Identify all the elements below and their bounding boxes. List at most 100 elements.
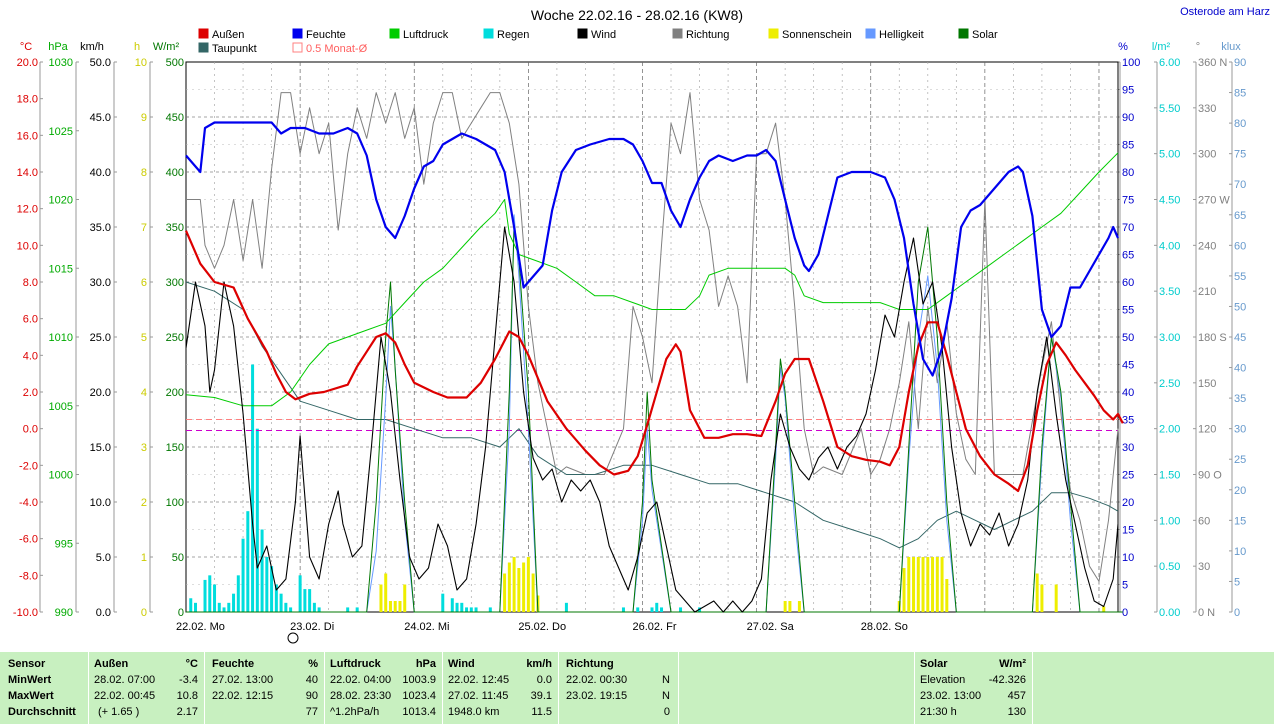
scroll-marker-icon[interactable] bbox=[287, 632, 299, 644]
tick-label-rain: 5.00 bbox=[1159, 149, 1180, 161]
richtung-max-time: 23.02. 19:15 bbox=[566, 690, 628, 702]
bar-regen bbox=[194, 602, 198, 612]
tick-label-rain: 3.00 bbox=[1159, 332, 1180, 344]
bar-regen bbox=[308, 589, 312, 612]
legend-label: Helligkeit bbox=[879, 29, 924, 41]
tick-label-temp: 10.0 bbox=[17, 240, 38, 252]
tick-label-lux: 70 bbox=[1234, 179, 1246, 191]
legend-label: Feuchte bbox=[306, 29, 346, 41]
tick-label-sunh: 5 bbox=[141, 332, 147, 344]
tick-label-sunh: 0 bbox=[141, 607, 147, 619]
tick-label-solar: 450 bbox=[166, 112, 184, 124]
bar-sonnenschein bbox=[902, 568, 906, 612]
series-line-richtung bbox=[186, 92, 1119, 582]
tick-label-temp: -8.0 bbox=[19, 570, 38, 582]
wind-min-time: 22.02. 12:45 bbox=[448, 674, 510, 686]
tick-label-hum: 80 bbox=[1122, 167, 1134, 179]
stats-divider bbox=[324, 652, 325, 724]
tick-label-lux: 45 bbox=[1234, 332, 1246, 344]
tick-label-sunh: 8 bbox=[141, 167, 147, 179]
luftdruck-max-value: 1023.4 bbox=[402, 690, 436, 702]
tick-label-hum: 95 bbox=[1122, 85, 1134, 97]
location-label: Osterode am Harz bbox=[1180, 6, 1270, 18]
stats-divider bbox=[88, 652, 89, 724]
tick-label-hum: 60 bbox=[1122, 277, 1134, 289]
legend-label: Taupunkt bbox=[212, 43, 257, 55]
tick-label-temp: -10.0 bbox=[13, 607, 38, 619]
legend-swatch bbox=[865, 28, 876, 39]
chart-legend: Außen Feuchte Luftdruck Regen Wind Richtung So… bbox=[198, 28, 998, 55]
solar-unit: W/m² bbox=[999, 658, 1026, 670]
tick-label-lux: 90 bbox=[1234, 57, 1246, 69]
tick-label-dir: 360 N bbox=[1198, 57, 1227, 69]
tick-label-rain: 5.50 bbox=[1159, 103, 1180, 115]
bar-sonnenschein bbox=[1040, 584, 1044, 612]
tick-label-temp: 6.0 bbox=[23, 314, 38, 326]
tick-label-lux: 80 bbox=[1234, 118, 1246, 130]
aussen-avg-extra: (+ 1.65 ) bbox=[98, 706, 140, 718]
tick-label-temp: -4.0 bbox=[19, 497, 38, 509]
stats-divider bbox=[204, 652, 205, 724]
bar-sonnenschein bbox=[1102, 606, 1106, 612]
bar-sonnenschein bbox=[916, 557, 920, 612]
bar-sonnenschein bbox=[379, 584, 383, 612]
tick-label-solar: 250 bbox=[166, 332, 184, 344]
legend-swatch bbox=[292, 42, 303, 53]
tick-label-lux: 15 bbox=[1234, 515, 1246, 527]
bar-sonnenschein bbox=[388, 601, 392, 612]
bar-regen bbox=[270, 566, 274, 612]
aussen-title: Außen bbox=[94, 658, 129, 670]
aussen-unit: °C bbox=[185, 658, 198, 670]
tick-label-hum: 35 bbox=[1122, 415, 1134, 427]
tick-label-wind: 25.0 bbox=[90, 332, 111, 344]
feuchte-min-value: 40 bbox=[305, 674, 318, 686]
bar-regen bbox=[679, 607, 683, 612]
tick-label-rain: 4.00 bbox=[1159, 240, 1180, 252]
tick-label-wind: 30.0 bbox=[90, 277, 111, 289]
tick-label-press: 1015 bbox=[49, 263, 73, 275]
tick-label-sunh: 4 bbox=[141, 387, 147, 399]
solar-duration: 21:30 h bbox=[920, 706, 957, 718]
legend-label: Außen bbox=[212, 29, 244, 41]
x-tick-label: 28.02. So bbox=[861, 621, 908, 633]
tick-label-press: 1005 bbox=[49, 401, 73, 413]
bar-regen bbox=[189, 598, 193, 612]
bar-regen bbox=[655, 602, 659, 612]
tick-label-press: 1025 bbox=[49, 126, 73, 138]
bar-sonnenschein bbox=[522, 562, 526, 612]
legend-swatch bbox=[768, 28, 779, 39]
tick-label-solar: 300 bbox=[166, 277, 184, 289]
x-tick-label: 22.02. Mo bbox=[176, 621, 225, 633]
tick-label-lux: 35 bbox=[1234, 393, 1246, 405]
wind-max-value: 39.1 bbox=[530, 690, 552, 702]
tick-label-sunh: 3 bbox=[141, 442, 147, 454]
aussen-max-value: 10.8 bbox=[176, 690, 198, 702]
tick-label-rain: 4.50 bbox=[1159, 195, 1180, 207]
legend-label: Luftdruck bbox=[403, 29, 449, 41]
tick-label-press: 1030 bbox=[49, 57, 73, 69]
bar-regen bbox=[260, 529, 264, 612]
bar-regen bbox=[241, 538, 245, 612]
row-label-avg: Durchschnitt bbox=[8, 706, 76, 718]
tick-label-hum: 0 bbox=[1122, 607, 1128, 619]
tick-label-dir: 150 bbox=[1198, 378, 1216, 390]
tick-label-wind: 15.0 bbox=[90, 442, 111, 454]
bar-regen bbox=[469, 607, 473, 612]
row-label-min: MinWert bbox=[8, 674, 52, 686]
stats-divider bbox=[442, 652, 443, 724]
tick-label-hum: 30 bbox=[1122, 442, 1134, 454]
tick-label-hum: 100 bbox=[1122, 57, 1140, 69]
feuchte-title: Feuchte bbox=[212, 658, 255, 670]
wind-max-time: 27.02. 11:45 bbox=[448, 690, 509, 702]
tick-label-dir: 180 S bbox=[1198, 332, 1227, 344]
legend-label: Richtung bbox=[686, 29, 729, 41]
bar-sonnenschein bbox=[912, 557, 916, 612]
feuchte-max-value: 90 bbox=[305, 690, 318, 702]
tick-label-sunh: 7 bbox=[141, 222, 147, 234]
tick-label-temp: -6.0 bbox=[19, 534, 38, 546]
axis-unit-wind: km/h bbox=[80, 41, 104, 53]
richtung-avg-value: 0 bbox=[663, 706, 670, 718]
tick-label-wind: 20.0 bbox=[90, 387, 111, 399]
aussen-min-value: -3.4 bbox=[179, 674, 198, 686]
tick-label-rain: 2.00 bbox=[1159, 424, 1180, 436]
